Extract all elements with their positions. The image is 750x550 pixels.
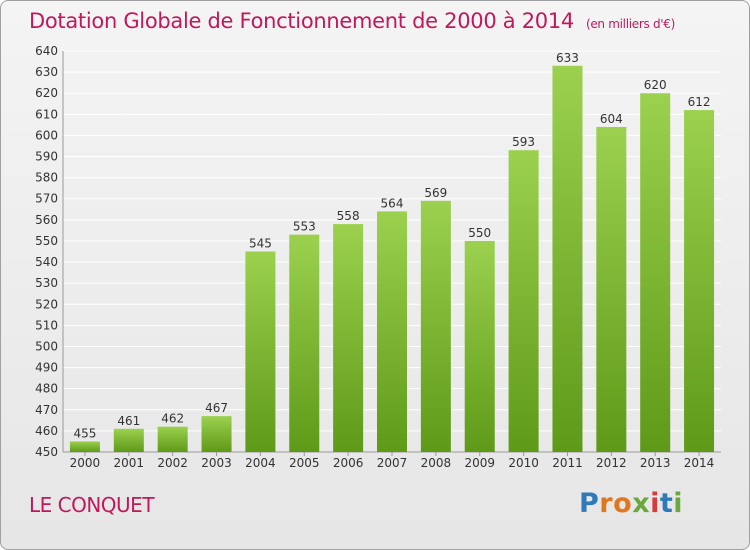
x-tick-label-2012: 2012 [596,456,627,470]
bar-2002 [157,426,188,452]
data-label-2002: 462 [161,412,184,426]
y-tick-label: 500 [35,339,58,353]
y-tick-label: 630 [35,65,58,79]
data-labels: 455 461 462 467 545 553 558 564 569 550 593 633 604 6… [73,51,710,441]
data-label-2008: 569 [424,186,447,200]
bar-2003 [201,416,232,452]
x-tick-label-2013: 2013 [640,456,671,470]
data-label-2009: 550 [468,226,491,240]
data-label-2014: 612 [688,95,711,109]
data-label-2001: 461 [117,414,140,428]
y-tick-label: 530 [35,276,58,290]
y-tick-label: 480 [35,382,58,396]
bar-2004 [245,251,276,452]
y-tick-label: 470 [35,403,58,417]
data-label-2007: 564 [381,196,404,210]
y-tick-label: 590 [35,150,58,164]
y-tick-label: 520 [35,297,58,311]
x-tick-label-2014: 2014 [684,456,715,470]
chart-unit: (en milliers d'€) [585,17,675,31]
y-tick-label: 510 [35,318,58,332]
x-tick-label-2009: 2009 [464,456,495,470]
proxiti-logo: Proxiti [579,488,684,519]
bar-2012 [596,126,627,453]
data-label-2003: 467 [205,401,228,415]
y-tick-label: 490 [35,361,58,375]
bar-2011 [552,65,583,452]
y-tick-label: 570 [35,192,58,206]
data-label-2010: 593 [512,135,535,149]
x-tick-label-2000: 2000 [70,456,101,470]
commune-name: LE CONQUET [29,493,155,517]
data-label-2004: 545 [249,237,272,251]
x-tick-label-2001: 2001 [114,456,145,470]
chart-title: Dotation Globale de Fonctionnement de 20… [29,9,675,33]
y-tick-label: 460 [35,424,58,438]
x-tick-label-2005: 2005 [289,456,320,470]
data-label-2011: 633 [556,51,579,65]
data-label-2005: 553 [293,220,316,234]
x-tick-label-2003: 2003 [201,456,232,470]
y-tick-label: 600 [35,128,58,142]
y-tick-label: 450 [35,445,58,459]
x-tick-label-2007: 2007 [377,456,408,470]
x-tick-label-2008: 2008 [421,456,452,470]
bar-2014 [684,110,715,453]
bar-2013 [640,93,671,453]
bars [69,65,715,453]
data-label-2012: 604 [600,112,623,126]
bar-2000 [69,441,100,452]
bar-2007 [377,211,407,452]
y-tick-label: 580 [35,171,58,185]
chart-title-text: Dotation Globale de Fonctionnement de 20… [29,9,574,33]
data-label-2000: 455 [73,426,96,440]
bar-2005 [289,234,320,452]
x-tick-labels: 2000 2001 2002 2003 2004 2005 2006 2007 2008 2009… [70,452,715,470]
data-label-2013: 620 [644,78,667,92]
y-tick-label: 550 [35,234,58,248]
bar-2001 [113,428,144,452]
x-tick-label-2002: 2002 [157,456,188,470]
y-tick-label: 540 [35,255,58,269]
y-tick-labels: 450 460 470 480 490 500 510 520 530 540 550 560 570 5… [35,44,58,459]
x-tick-label-2006: 2006 [333,456,364,470]
bar-2006 [333,224,364,452]
x-tick-label-2010: 2010 [508,456,539,470]
data-label-2006: 558 [337,209,360,223]
y-tick-label: 620 [35,86,58,100]
y-tick-label: 640 [35,44,58,58]
x-tick-label-2011: 2011 [552,456,583,470]
y-tick-label: 610 [35,107,58,121]
y-tick-label: 560 [35,213,58,227]
bar-2009 [464,240,495,452]
bar-2010 [508,150,539,452]
bar-2008 [420,200,451,452]
x-tick-label-2004: 2004 [245,456,276,470]
